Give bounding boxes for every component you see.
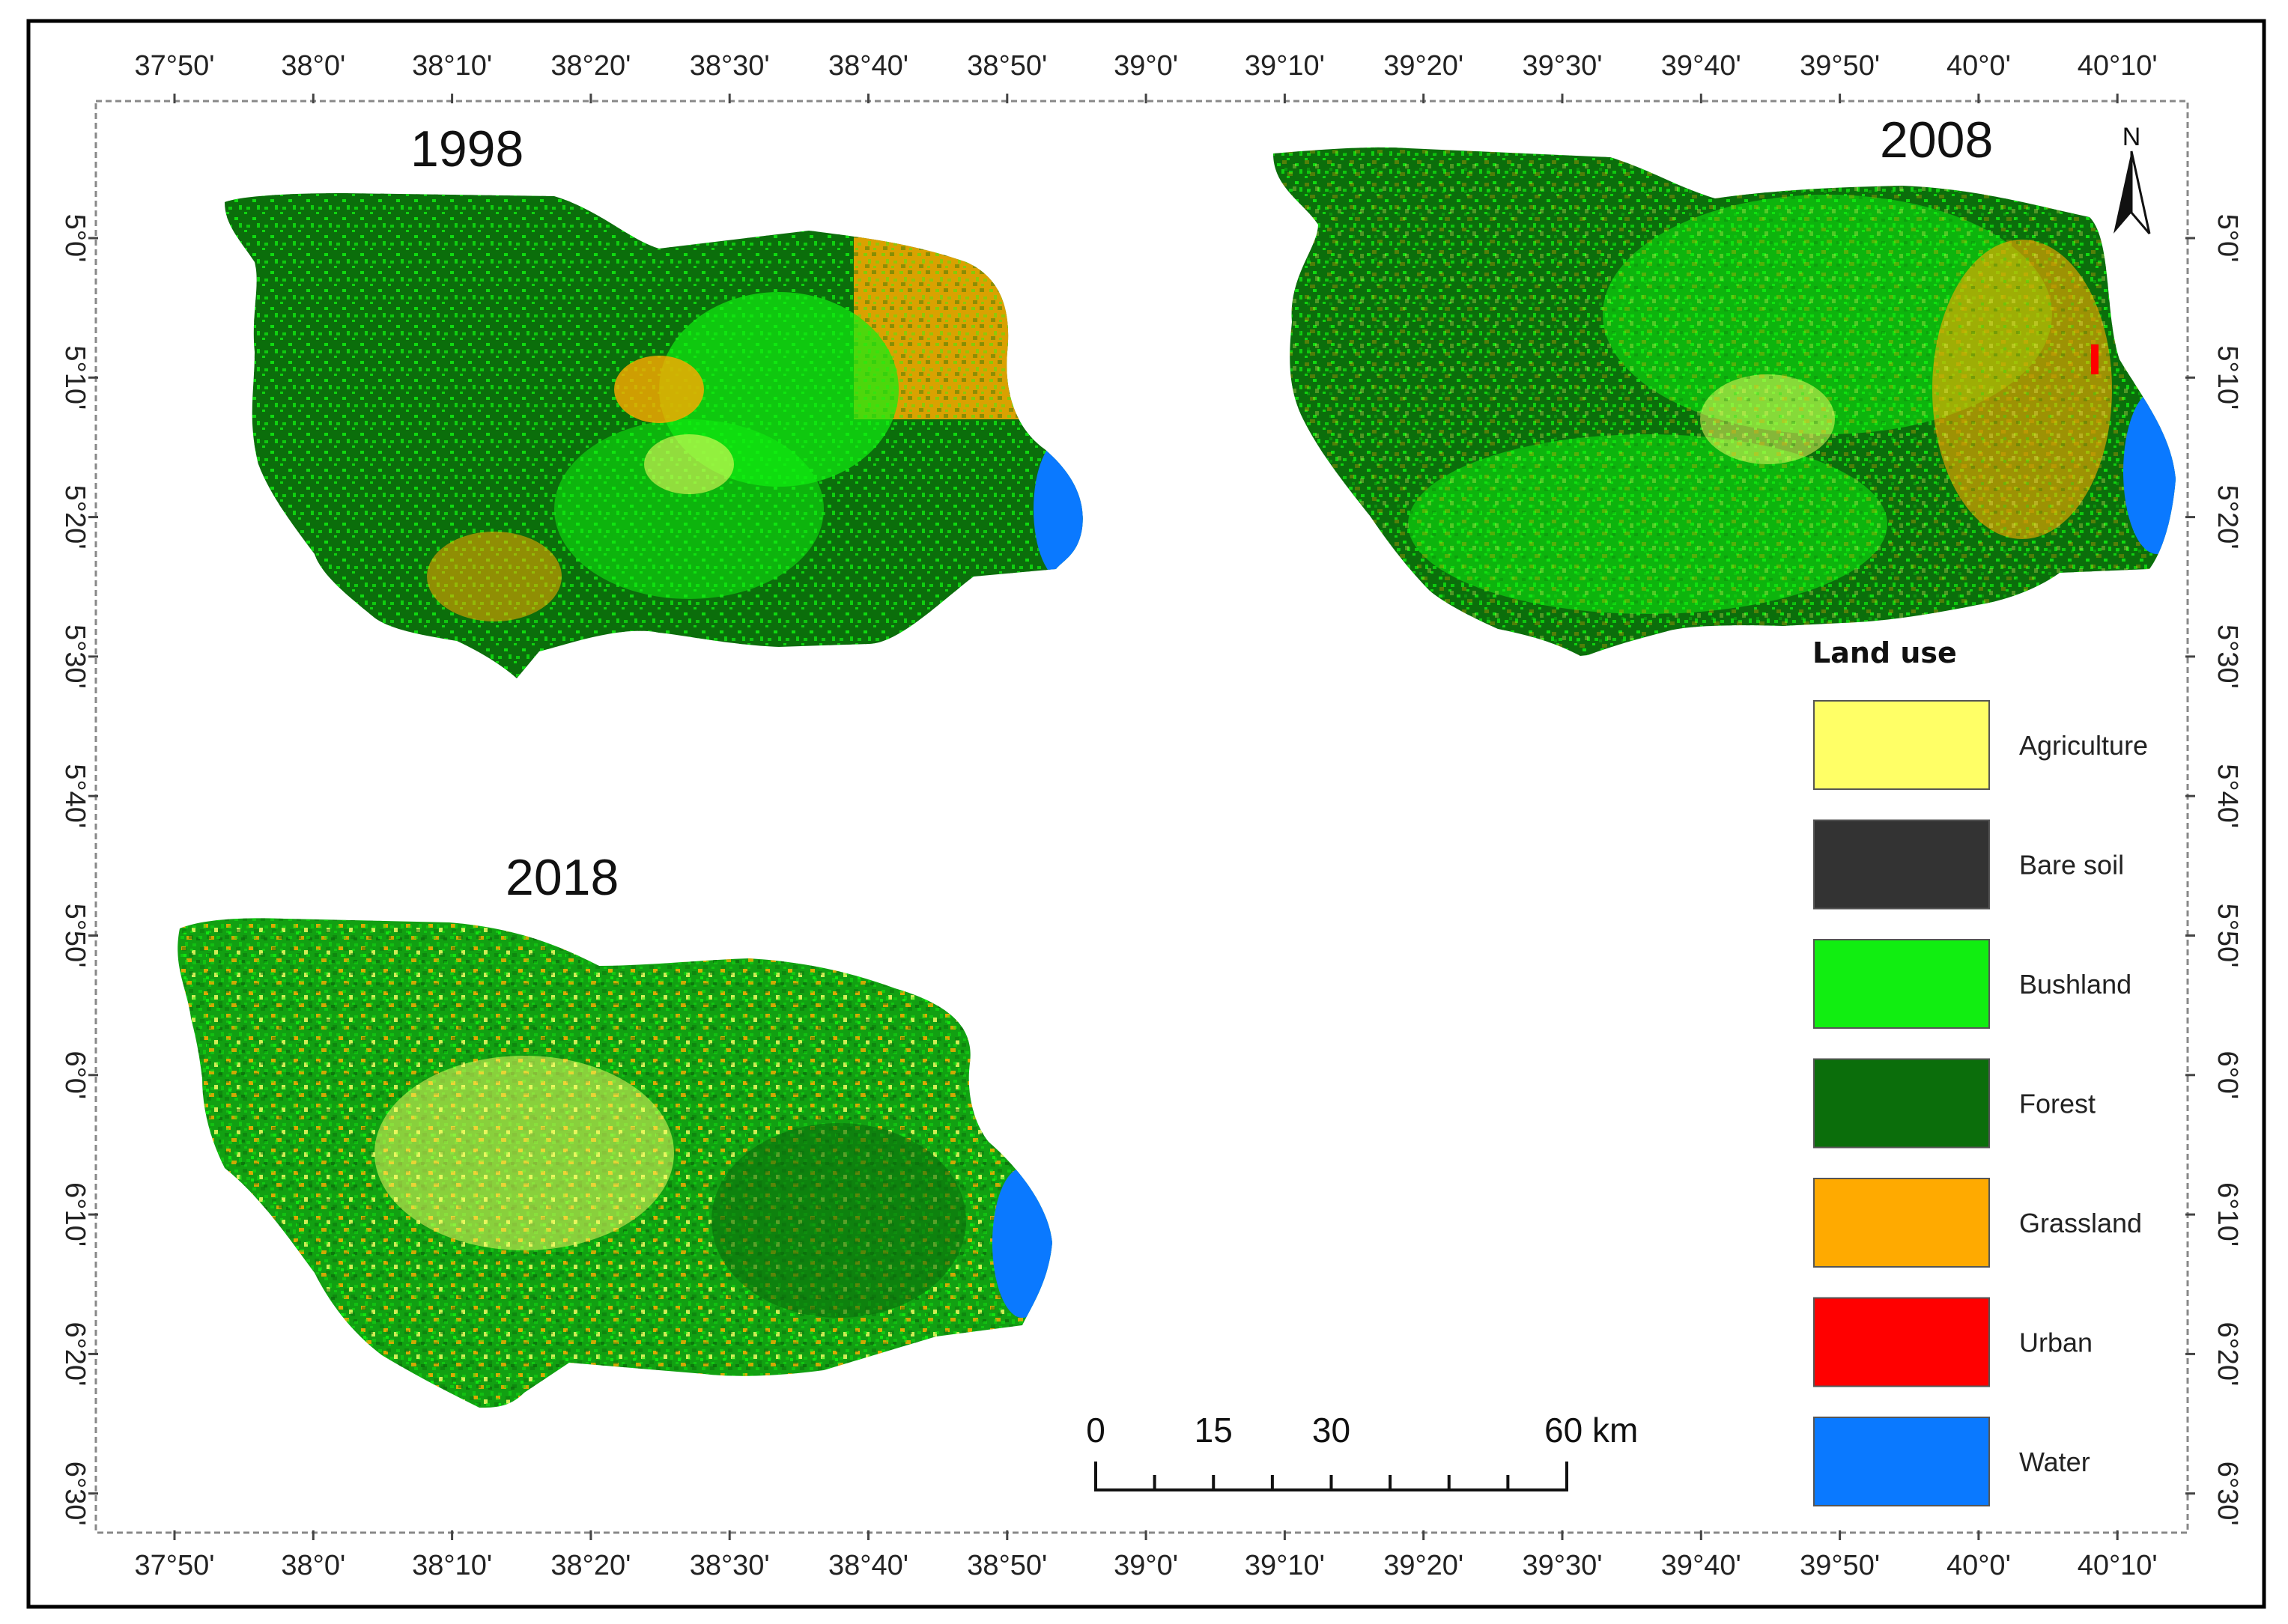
legend: Land use Agriculture Bare soil Bushland For… bbox=[1812, 636, 2148, 1506]
legend-label: Water bbox=[2019, 1447, 2090, 1477]
lon-label-bottom: 39°30' bbox=[1523, 1550, 1603, 1581]
scale-label: 60 km bbox=[1544, 1411, 1638, 1450]
longitude-ticks-bottom: 37°50' 38°0' 38°10' 38°20' 38°30' 38°40' 38°50… bbox=[135, 1530, 2158, 1581]
latitude-ticks-left: 5°0' 5°10' 5°20' 5°30' 5°40' 5°50' 6°0' 6°10' 6°… bbox=[59, 214, 98, 1526]
map-panel-2008 bbox=[1273, 147, 2176, 656]
legend-label: Agriculture bbox=[2019, 730, 2148, 761]
lon-label-bottom: 38°10' bbox=[412, 1550, 492, 1581]
lat-label-left: 5°30' bbox=[59, 624, 91, 689]
lon-label-bottom: 38°0' bbox=[281, 1550, 345, 1581]
lat-label-right: 6°0' bbox=[2212, 1050, 2243, 1099]
lat-label-left: 6°30' bbox=[59, 1462, 91, 1526]
legend-swatch-forest bbox=[1813, 1058, 1990, 1149]
lat-label-right: 5°0' bbox=[2212, 214, 2243, 263]
lon-label-top: 39°0' bbox=[1114, 50, 1178, 82]
lon-label-bottom: 39°50' bbox=[1800, 1550, 1880, 1581]
legend-label: Grassland bbox=[2019, 1208, 2142, 1238]
legend-label: Urban bbox=[2019, 1328, 2093, 1358]
legend-title: Land use bbox=[1812, 636, 1957, 669]
lat-label-right: 5°30' bbox=[2212, 624, 2243, 689]
longitude-ticks-top: 37°50' 38°0' 38°10' 38°20' 38°30' 38°40' 38°50… bbox=[135, 50, 2158, 103]
legend-label: Forest bbox=[2019, 1089, 2096, 1119]
legend-label: Bare soil bbox=[2019, 850, 2124, 881]
map-neatline bbox=[94, 100, 2189, 1534]
lat-label-left: 5°50' bbox=[59, 904, 91, 968]
legend-swatch-bushland bbox=[1813, 939, 1990, 1029]
lon-label-top: 37°50' bbox=[135, 50, 215, 82]
lat-label-right: 6°20' bbox=[2212, 1322, 2243, 1386]
north-arrow: N bbox=[2113, 123, 2151, 234]
legend-swatch-agriculture bbox=[1813, 700, 1990, 790]
lon-label-top: 39°30' bbox=[1523, 50, 1603, 82]
lon-label-top: 40°0' bbox=[1946, 50, 2011, 82]
scale-label: 30 bbox=[1312, 1411, 1350, 1450]
lon-label-top: 40°10' bbox=[2078, 50, 2158, 82]
lat-label-right: 5°20' bbox=[2212, 485, 2243, 550]
lat-label-right: 5°10' bbox=[2212, 345, 2243, 410]
lat-label-right: 5°40' bbox=[2212, 764, 2243, 828]
legend-label: Bushland bbox=[2019, 969, 2131, 1000]
lon-label-bottom: 38°40' bbox=[828, 1550, 908, 1581]
year-label-1998: 1998 bbox=[410, 121, 524, 177]
lon-label-top: 38°50' bbox=[967, 50, 1047, 82]
lon-label-bottom: 40°0' bbox=[1946, 1550, 2011, 1581]
lat-label-left: 5°0' bbox=[59, 214, 91, 263]
legend-swatch-water bbox=[1813, 1417, 1990, 1506]
lon-label-bottom: 38°20' bbox=[550, 1550, 631, 1581]
lon-label-top: 38°10' bbox=[412, 50, 492, 82]
year-label-2008: 2008 bbox=[1880, 112, 1993, 168]
lat-label-left: 6°0' bbox=[59, 1050, 91, 1099]
lon-label-top: 39°10' bbox=[1245, 50, 1325, 82]
latitude-ticks-right: 5°0' 5°10' 5°20' 5°30' 5°40' 5°50' 6°0' 6°10' 6°… bbox=[2185, 214, 2243, 1526]
legend-swatch-grassland bbox=[1813, 1178, 1990, 1268]
lon-label-bottom: 37°50' bbox=[135, 1550, 215, 1581]
lon-label-top: 39°50' bbox=[1800, 50, 1880, 82]
lon-label-top: 38°30' bbox=[690, 50, 770, 82]
lat-label-left: 5°10' bbox=[59, 345, 91, 410]
lon-label-bottom: 40°10' bbox=[2078, 1550, 2158, 1581]
lat-label-left: 5°20' bbox=[59, 485, 91, 550]
year-label-2018: 2018 bbox=[506, 849, 619, 906]
lat-label-right: 5°50' bbox=[2212, 904, 2243, 968]
scale-label: 0 bbox=[1086, 1411, 1105, 1450]
legend-swatch-urban bbox=[1813, 1297, 1990, 1387]
north-label: N bbox=[2122, 123, 2141, 151]
lon-label-bottom: 39°20' bbox=[1383, 1550, 1463, 1581]
lat-label-right: 6°30' bbox=[2212, 1462, 2243, 1526]
scale-bar: 0 15 30 60 km bbox=[1086, 1411, 1638, 1491]
lon-label-top: 39°20' bbox=[1383, 50, 1463, 82]
lon-label-top: 38°20' bbox=[550, 50, 631, 82]
lat-label-right: 6°10' bbox=[2212, 1182, 2243, 1247]
legend-swatch-bare-soil bbox=[1813, 819, 1990, 910]
lon-label-top: 38°0' bbox=[281, 50, 345, 82]
north-arrow-icon bbox=[2113, 151, 2131, 234]
lon-label-bottom: 38°30' bbox=[690, 1550, 770, 1581]
lat-label-left: 5°40' bbox=[59, 764, 91, 828]
lon-label-bottom: 39°0' bbox=[1114, 1550, 1178, 1581]
lon-label-bottom: 39°40' bbox=[1661, 1550, 1741, 1581]
lon-label-top: 38°40' bbox=[828, 50, 908, 82]
lon-label-top: 39°40' bbox=[1661, 50, 1741, 82]
lat-label-left: 6°20' bbox=[59, 1322, 91, 1386]
lon-label-bottom: 39°10' bbox=[1245, 1550, 1325, 1581]
lon-label-bottom: 38°50' bbox=[967, 1550, 1047, 1581]
scale-label: 15 bbox=[1195, 1411, 1233, 1450]
lat-label-left: 6°10' bbox=[59, 1182, 91, 1247]
